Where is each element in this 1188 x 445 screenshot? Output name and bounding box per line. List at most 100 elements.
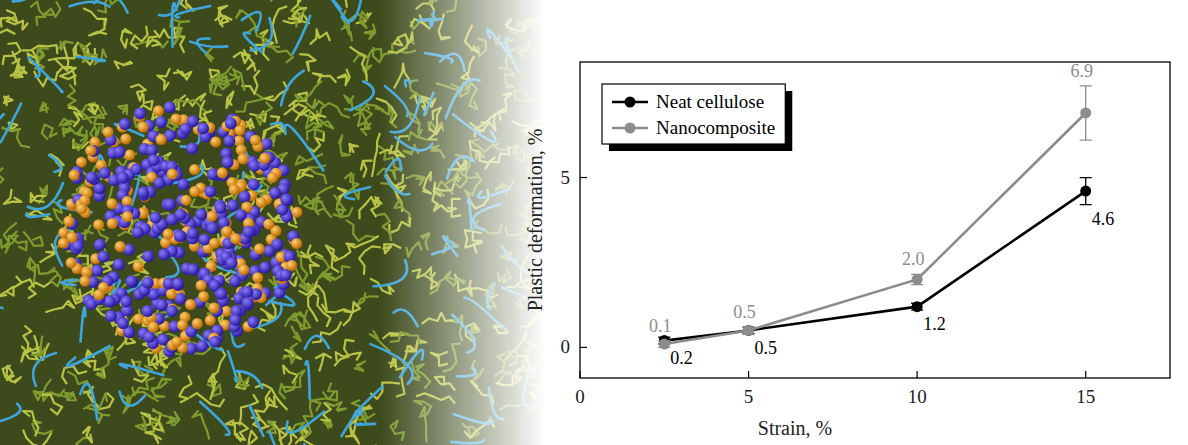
nanoparticle-atom xyxy=(114,146,126,158)
nanoparticle-atom xyxy=(177,178,189,190)
cellulose-chain xyxy=(210,76,227,95)
polymer-strand xyxy=(49,155,61,172)
nanoparticle-atom xyxy=(104,296,116,308)
cellulose-chain xyxy=(115,61,132,69)
nanoparticle-atom xyxy=(130,163,142,175)
cellulose-chain xyxy=(372,133,380,177)
polymer-strand xyxy=(81,307,86,341)
error-bar xyxy=(1080,86,1092,140)
nanoparticle-atom xyxy=(280,269,292,281)
cellulose-chain xyxy=(40,244,56,263)
cellulose-chain xyxy=(30,260,56,274)
y-tick-label: 0 xyxy=(561,336,571,357)
cellulose-chain xyxy=(147,36,161,46)
polymer-strand xyxy=(166,257,178,278)
nanoparticle-atom xyxy=(163,229,174,240)
nanoparticle-atom xyxy=(153,177,165,189)
cellulose-chain xyxy=(89,28,106,35)
nanoparticle-atom xyxy=(124,149,135,160)
cellulose-chain xyxy=(361,161,372,178)
cellulose-chain xyxy=(298,195,318,204)
nanoparticle-atom xyxy=(263,219,274,230)
y-tick xyxy=(580,347,587,348)
cellulose-chain xyxy=(121,28,131,47)
nanoparticle-atom xyxy=(115,241,126,252)
nanoparticle-atom xyxy=(171,114,182,125)
nanoparticle-atom xyxy=(206,211,217,222)
nanoparticle-atom xyxy=(187,264,199,276)
nanoparticle-atom xyxy=(189,186,200,197)
render-fade-end xyxy=(545,0,565,445)
polymer-strand xyxy=(36,64,40,77)
cellulose-chain xyxy=(32,336,46,356)
polymer-strand xyxy=(175,6,210,18)
cellulose-chain xyxy=(279,380,295,399)
cellulose-chain xyxy=(284,104,307,121)
data-label: 6.9 xyxy=(1070,61,1093,81)
cellulose-chain xyxy=(349,144,358,153)
polymer-strand xyxy=(251,18,272,50)
cellulose-chain xyxy=(37,48,49,58)
cellulose-chain xyxy=(310,29,330,44)
molecular-render xyxy=(0,0,560,445)
cellulose-chain xyxy=(334,340,354,366)
cellulose-chain xyxy=(11,66,23,78)
nanoparticle-atom xyxy=(86,172,98,184)
cellulose-chain xyxy=(45,301,74,313)
nanoparticle-atom xyxy=(259,153,270,164)
cellulose-chain xyxy=(179,376,191,403)
nanoparticle-atom xyxy=(106,198,117,209)
nanoparticle-atom xyxy=(172,278,184,290)
cellulose-chain xyxy=(346,220,375,241)
nanoparticle-atom xyxy=(291,238,302,249)
nanoparticle-atom xyxy=(99,167,111,179)
nanoparticle-atom xyxy=(185,299,196,310)
x-tick-label: 15 xyxy=(1076,386,1095,407)
cellulose-chain xyxy=(65,392,76,401)
nanoparticle-atom xyxy=(227,199,239,211)
cellulose-chain xyxy=(218,74,240,85)
nanoparticle-atom xyxy=(94,239,106,251)
cellulose-chain xyxy=(331,243,351,260)
cellulose-chain xyxy=(248,431,257,445)
x-tick-label: 5 xyxy=(744,386,754,407)
nanoparticle-atom xyxy=(156,299,168,311)
polymer-strand xyxy=(350,81,374,110)
nanoparticle-atom xyxy=(286,260,297,271)
cellulose-chain xyxy=(130,85,146,101)
polymer-strand xyxy=(77,57,105,61)
nanoparticle-atom xyxy=(146,144,158,156)
data-label: 0.5 xyxy=(733,302,756,322)
nanoparticle-atom xyxy=(187,228,199,240)
cellulose-chain xyxy=(42,395,63,415)
nanoparticle-atom xyxy=(229,184,240,195)
polymer-strand xyxy=(271,123,284,129)
cellulose-chain xyxy=(339,135,350,156)
nanoparticle-atom xyxy=(85,145,96,156)
nanoparticle-atom xyxy=(195,208,207,220)
cellulose-chain xyxy=(307,129,324,141)
cellulose-chain xyxy=(308,165,326,184)
cellulose-chain xyxy=(192,411,209,440)
nanoparticle-atom xyxy=(254,243,265,254)
polymer-strand xyxy=(28,57,62,92)
nanoparticle-atom xyxy=(192,318,203,329)
cellulose-chain xyxy=(226,92,233,108)
nanoparticle-atom xyxy=(259,261,271,273)
cellulose-chain xyxy=(299,251,324,257)
cellulose-chain xyxy=(297,250,308,282)
nanoparticle-atom xyxy=(120,296,132,308)
nanoparticle-atom xyxy=(166,305,178,317)
nanoparticle-atom xyxy=(215,202,227,214)
cellulose-chain xyxy=(317,297,330,327)
nanoparticle-atom xyxy=(222,156,234,168)
cellulose-chain xyxy=(272,6,287,43)
legend-label: Nanocomposite xyxy=(656,117,775,138)
cellulose-chain xyxy=(11,231,27,250)
nanoparticle-atom xyxy=(280,194,292,206)
cellulose-chain xyxy=(7,17,29,30)
nanoparticle-atom xyxy=(155,116,167,128)
x-tick xyxy=(1085,371,1086,378)
nanoparticle-atom xyxy=(209,336,221,348)
cellulose-chain xyxy=(205,48,214,61)
